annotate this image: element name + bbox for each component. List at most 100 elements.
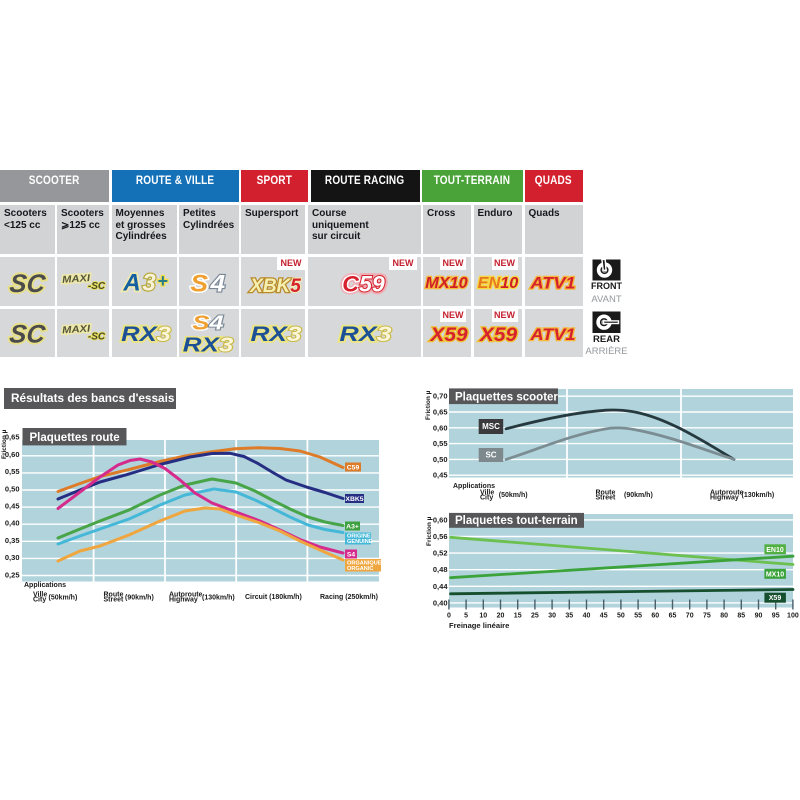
svg-text:0,44: 0,44 bbox=[433, 582, 448, 591]
svg-text:XBK5: XBK5 bbox=[249, 276, 301, 297]
svg-text:X59: X59 bbox=[479, 325, 518, 346]
svg-text:-SC: -SC bbox=[88, 332, 106, 343]
svg-text:Friction µ: Friction µ bbox=[425, 390, 432, 420]
svg-text:MAXI: MAXI bbox=[62, 273, 92, 286]
svg-text:Plaquettes tout-terrain: Plaquettes tout-terrain bbox=[455, 515, 578, 527]
svg-text:ATV1: ATV1 bbox=[529, 273, 575, 292]
svg-text:45: 45 bbox=[600, 613, 608, 620]
svg-text:Autoroute: Autoroute bbox=[710, 489, 744, 496]
svg-text:C59: C59 bbox=[342, 272, 385, 296]
svg-text:15: 15 bbox=[514, 613, 522, 620]
svg-text:ARRIÈRE: ARRIÈRE bbox=[585, 346, 627, 357]
svg-text:10: 10 bbox=[479, 613, 487, 620]
svg-text:Street: Street bbox=[596, 494, 617, 501]
svg-text:100: 100 bbox=[787, 613, 799, 620]
svg-text:Highway: Highway bbox=[169, 597, 198, 604]
svg-text:MSC: MSC bbox=[482, 422, 500, 431]
svg-text:85: 85 bbox=[737, 613, 745, 620]
svg-text:Route: Route bbox=[104, 591, 124, 598]
svg-text:Circuit (180km/h): Circuit (180km/h) bbox=[245, 594, 302, 601]
svg-text:0,55: 0,55 bbox=[433, 439, 448, 448]
svg-text:Applications: Applications bbox=[453, 483, 495, 490]
svg-text:RX3: RX3 bbox=[250, 322, 301, 346]
svg-text:60: 60 bbox=[651, 613, 659, 620]
svg-text:0,50: 0,50 bbox=[433, 455, 448, 464]
svg-text:0,55: 0,55 bbox=[5, 467, 20, 476]
svg-text:Route: Route bbox=[596, 489, 616, 496]
svg-text:A: A bbox=[122, 270, 140, 297]
svg-text:XBK5: XBK5 bbox=[345, 496, 363, 503]
svg-text:75: 75 bbox=[703, 613, 711, 620]
svg-text:Plaquettes scooter: Plaquettes scooter bbox=[455, 391, 558, 403]
svg-text:SC: SC bbox=[485, 451, 496, 460]
svg-text:SC: SC bbox=[8, 270, 47, 298]
svg-text:55: 55 bbox=[634, 613, 642, 620]
svg-text:0,40: 0,40 bbox=[433, 598, 448, 607]
svg-text:20: 20 bbox=[497, 613, 505, 620]
svg-text:(130km/h): (130km/h) bbox=[202, 595, 235, 602]
svg-text:S: S bbox=[190, 271, 208, 298]
svg-text:Ville: Ville bbox=[33, 591, 47, 598]
svg-text:Friction µ: Friction µ bbox=[1, 429, 8, 459]
svg-text:70: 70 bbox=[686, 613, 694, 620]
svg-text:50: 50 bbox=[617, 613, 625, 620]
svg-text:80: 80 bbox=[720, 613, 728, 620]
svg-text:Street: Street bbox=[104, 597, 125, 604]
svg-text:0,70: 0,70 bbox=[433, 392, 448, 401]
svg-text:ORGANIC: ORGANIC bbox=[347, 566, 373, 572]
svg-text:Autoroute: Autoroute bbox=[169, 591, 203, 598]
svg-text:RX3: RX3 bbox=[183, 333, 234, 355]
svg-text:Plaquettes route: Plaquettes route bbox=[30, 432, 120, 444]
svg-text:RX3: RX3 bbox=[339, 323, 392, 347]
svg-text:ATV1: ATV1 bbox=[529, 325, 575, 344]
svg-text:FRONT: FRONT bbox=[591, 281, 622, 291]
svg-text:ORGANIQUE: ORGANIQUE bbox=[347, 560, 382, 566]
svg-text:RX3: RX3 bbox=[121, 322, 171, 345]
svg-text:0,35: 0,35 bbox=[5, 536, 20, 545]
svg-text:City: City bbox=[480, 494, 493, 501]
svg-text:95: 95 bbox=[772, 613, 780, 620]
svg-text:X59: X59 bbox=[429, 325, 468, 346]
svg-text:C59: C59 bbox=[347, 464, 360, 471]
svg-text:0,48: 0,48 bbox=[433, 565, 448, 574]
svg-text:C59: C59 bbox=[342, 272, 385, 296]
svg-text:0,52: 0,52 bbox=[433, 549, 448, 558]
svg-text:0,45: 0,45 bbox=[5, 502, 20, 511]
svg-text:0,65: 0,65 bbox=[433, 408, 448, 417]
svg-text:Freinage linéaire: Freinage linéaire bbox=[449, 621, 509, 630]
svg-text:+: + bbox=[157, 271, 168, 291]
svg-text:35: 35 bbox=[565, 613, 573, 620]
svg-text:MX10: MX10 bbox=[766, 571, 784, 578]
svg-text:0,50: 0,50 bbox=[5, 484, 20, 493]
svg-text:(130km/h): (130km/h) bbox=[742, 492, 775, 499]
svg-text:MAXI: MAXI bbox=[62, 323, 92, 336]
svg-text:REAR: REAR bbox=[593, 334, 620, 345]
svg-text:Friction µ: Friction µ bbox=[426, 516, 433, 546]
svg-text:S4: S4 bbox=[192, 311, 224, 334]
svg-text:90: 90 bbox=[755, 613, 763, 620]
svg-text:0,40: 0,40 bbox=[5, 519, 20, 528]
svg-text:0: 0 bbox=[447, 613, 451, 620]
svg-text:4: 4 bbox=[209, 271, 225, 298]
svg-text:ORIGINE: ORIGINE bbox=[347, 534, 371, 540]
svg-text:0,56: 0,56 bbox=[433, 532, 448, 541]
svg-text:0,25: 0,25 bbox=[5, 570, 20, 579]
svg-text:0,60: 0,60 bbox=[5, 450, 20, 459]
svg-text:-SC: -SC bbox=[88, 281, 106, 292]
svg-text:0,45: 0,45 bbox=[433, 471, 448, 480]
svg-text:30: 30 bbox=[548, 613, 556, 620]
svg-text:(90km/h): (90km/h) bbox=[624, 492, 653, 499]
svg-text:5: 5 bbox=[464, 613, 468, 620]
svg-text:(50km/h): (50km/h) bbox=[499, 492, 528, 499]
svg-text:AVANT: AVANT bbox=[591, 294, 621, 305]
svg-text:0,60: 0,60 bbox=[433, 515, 448, 524]
svg-text:25: 25 bbox=[531, 613, 539, 620]
svg-text:A3+: A3+ bbox=[346, 523, 359, 530]
svg-text:Ville: Ville bbox=[480, 489, 494, 496]
svg-text:S4: S4 bbox=[347, 551, 356, 558]
svg-text:EN10: EN10 bbox=[478, 275, 519, 292]
svg-text:MX10: MX10 bbox=[425, 275, 468, 292]
svg-text:EN10: EN10 bbox=[766, 547, 784, 554]
svg-text:Racing (250km/h): Racing (250km/h) bbox=[320, 594, 378, 601]
svg-text:65: 65 bbox=[669, 613, 677, 620]
